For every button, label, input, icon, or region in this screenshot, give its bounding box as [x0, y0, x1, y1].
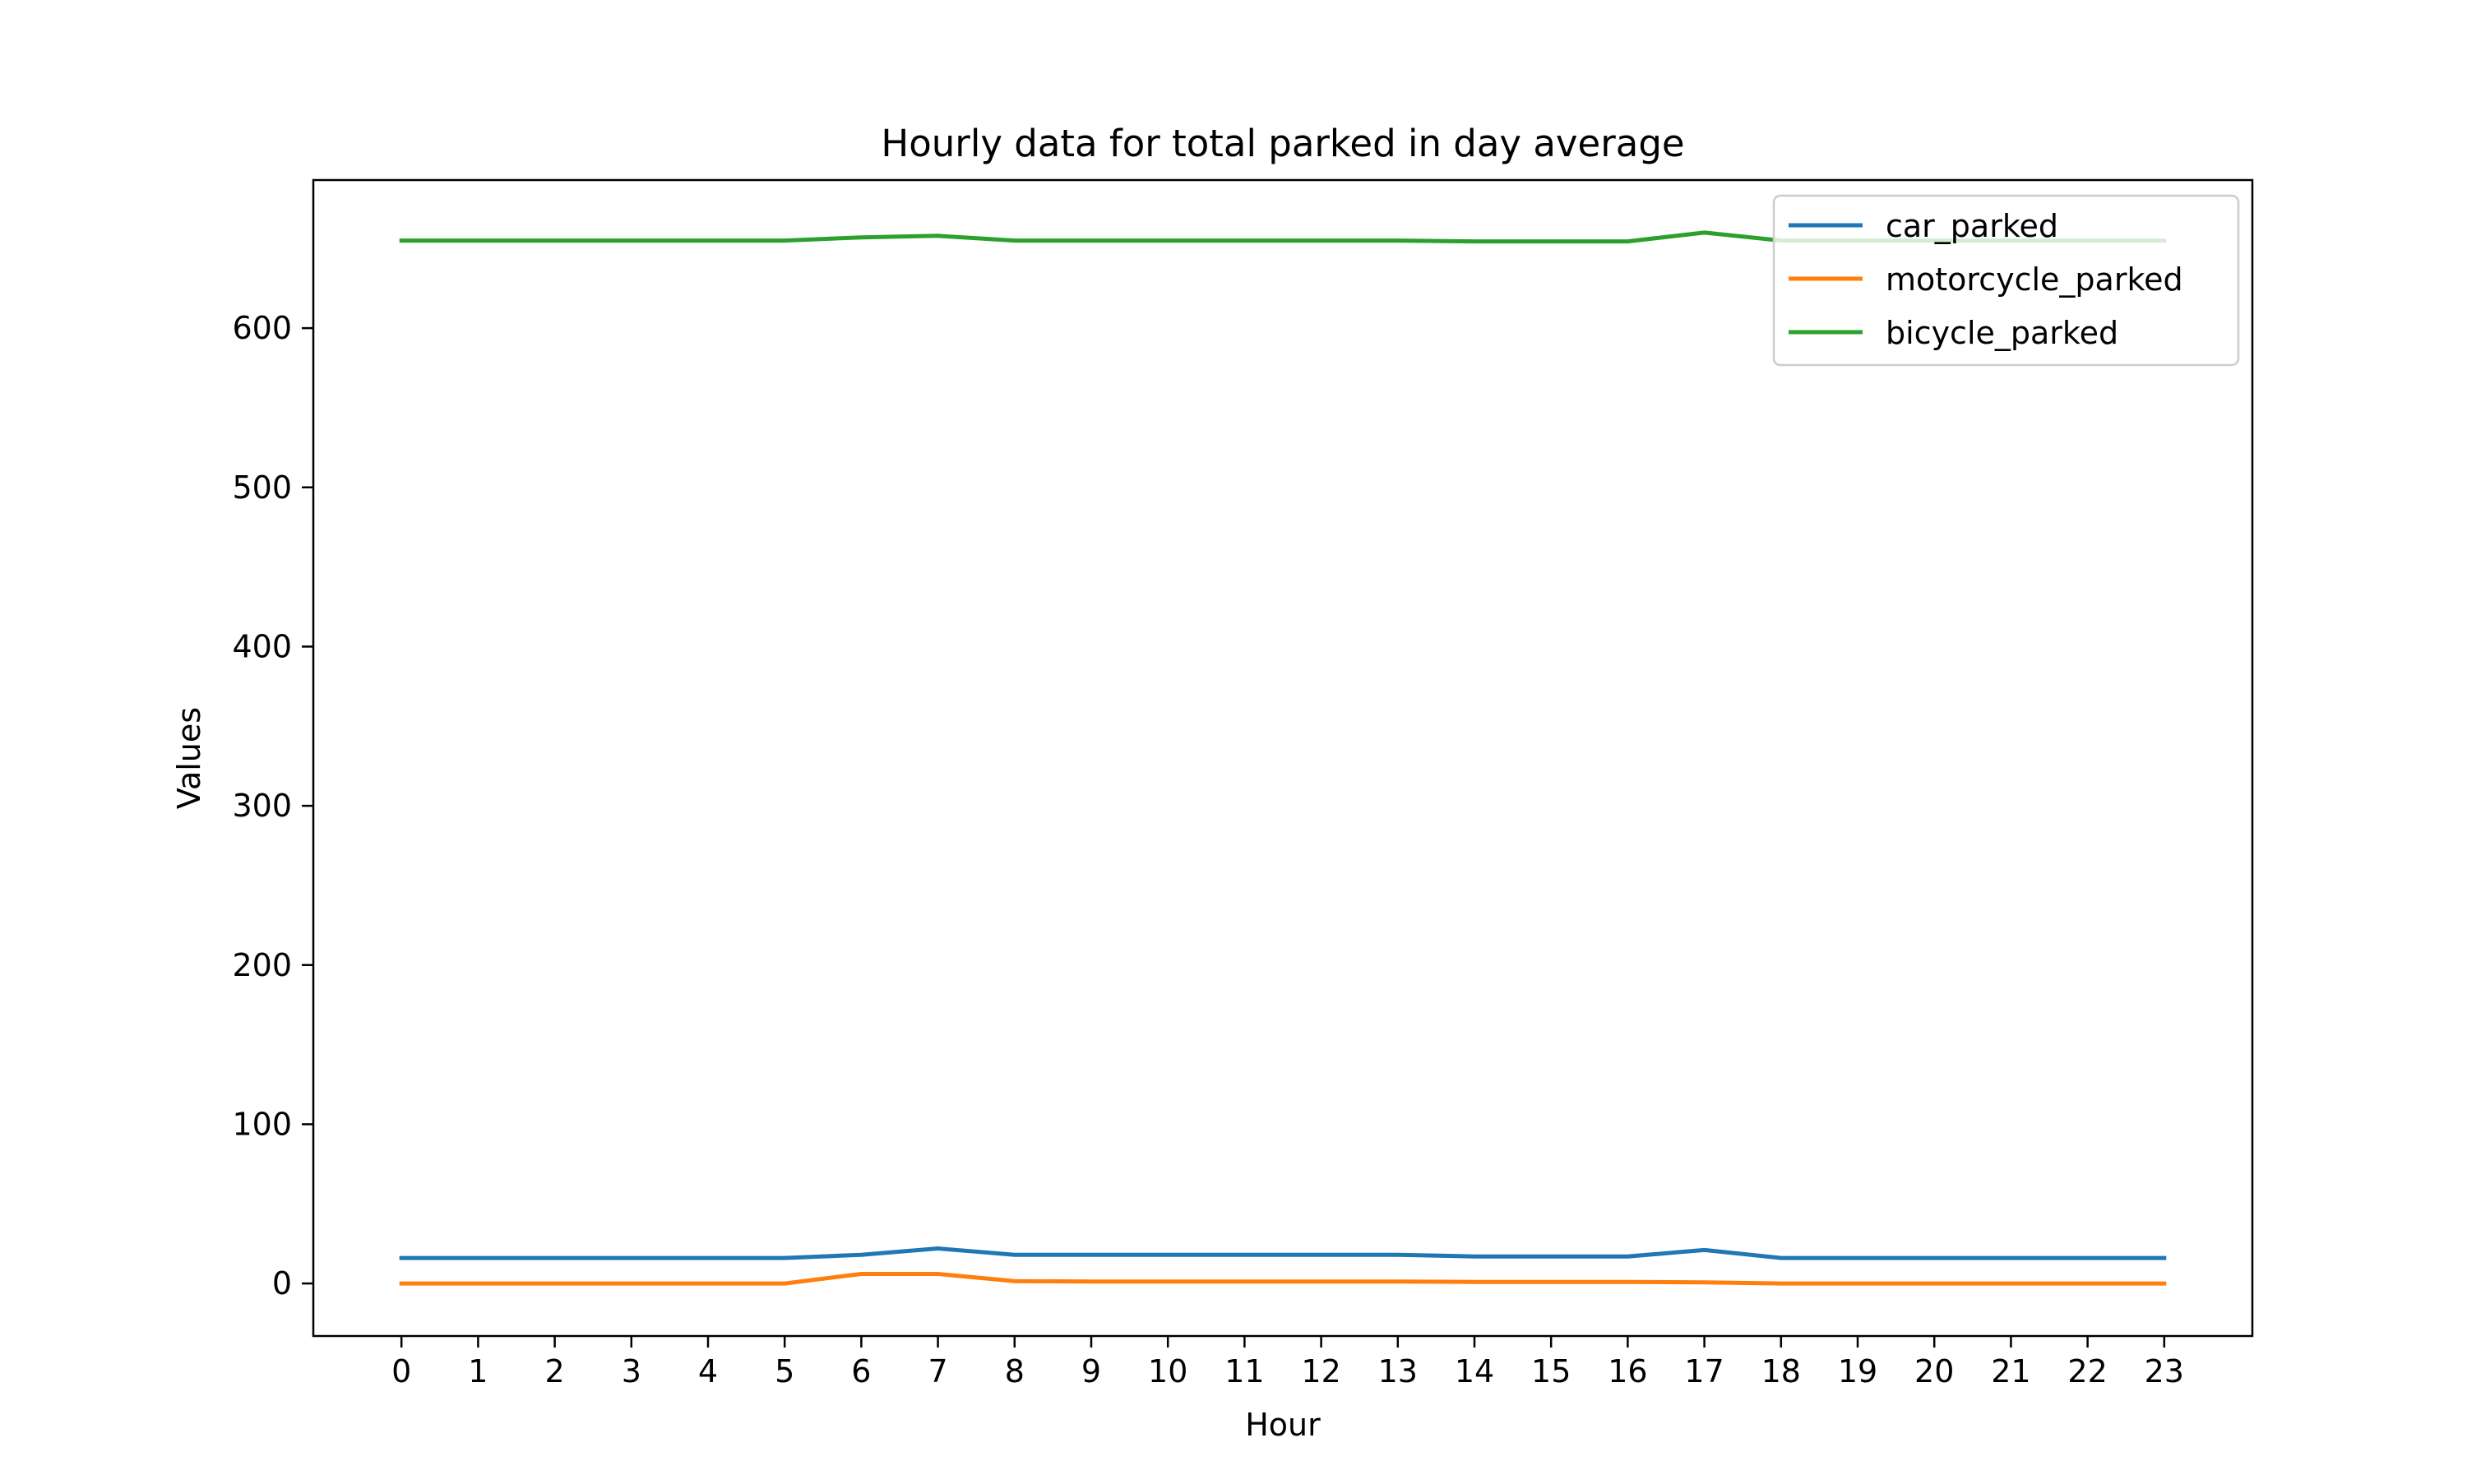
y-tick-label: 0	[272, 1265, 292, 1301]
y-tick-label: 100	[232, 1106, 292, 1142]
y-tick-label: 600	[232, 310, 292, 346]
x-tick-label: 5	[775, 1353, 794, 1389]
x-tick-label: 23	[2145, 1353, 2184, 1389]
series-line-car-parked	[399, 1246, 2167, 1260]
x-tick-label: 0	[391, 1353, 411, 1389]
y-tick-label: 200	[232, 947, 292, 983]
y-tick-label: 400	[232, 628, 292, 664]
legend-label: car_parked	[1886, 208, 2058, 244]
x-tick-label: 21	[1991, 1353, 2030, 1389]
x-tick-label: 3	[622, 1353, 641, 1389]
legend-label: motorcycle_parked	[1886, 261, 2183, 298]
x-tick-label: 16	[1608, 1353, 1647, 1389]
y-axis: 0 100 200 300 400 500 600	[232, 310, 313, 1301]
x-tick-label: 10	[1148, 1353, 1187, 1389]
x-tick-label: 22	[2067, 1353, 2107, 1389]
chart-title: Hourly data for total parked in day aver…	[881, 122, 1684, 165]
x-tick-label: 12	[1301, 1353, 1340, 1389]
y-tick-label: 500	[232, 469, 292, 506]
x-tick-label: 19	[1838, 1353, 1877, 1389]
x-tick-label: 6	[851, 1353, 871, 1389]
x-axis-label: Hour	[1245, 1407, 1321, 1443]
y-tick-label: 300	[232, 788, 292, 824]
x-tick-label: 13	[1378, 1353, 1418, 1389]
series-line-motorcycle-parked	[399, 1272, 2167, 1286]
x-tick-label: 1	[468, 1353, 488, 1389]
x-tick-label: 18	[1761, 1353, 1801, 1389]
x-tick-label: 15	[1531, 1353, 1571, 1389]
y-axis-label: Values	[171, 707, 207, 809]
x-tick-label: 7	[928, 1353, 947, 1389]
x-axis: 0 1 2 3 4 5 6 7 8 9 10 11 12 13 14 15 16 17 18 19 20 21 22 23	[391, 1336, 2184, 1389]
legend: car_parked motorcycle_parked bicycle_parke…	[1772, 194, 2240, 367]
plot-frame	[312, 178, 2254, 1338]
x-tick-label: 9	[1081, 1353, 1101, 1389]
x-tick-label: 17	[1684, 1353, 1724, 1389]
x-tick-label: 14	[1455, 1353, 1494, 1389]
x-tick-label: 4	[698, 1353, 718, 1389]
x-tick-label: 20	[1914, 1353, 1954, 1389]
x-tick-label: 8	[1005, 1353, 1025, 1389]
legend-box	[1772, 194, 2240, 367]
x-tick-label: 2	[544, 1353, 564, 1389]
plot-area	[312, 178, 2254, 1338]
legend-label: bicycle_parked	[1886, 315, 2118, 351]
x-tick-label: 11	[1224, 1353, 1264, 1389]
